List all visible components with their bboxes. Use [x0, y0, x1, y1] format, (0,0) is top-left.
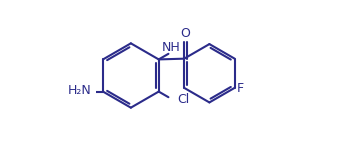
Text: NH: NH: [161, 41, 180, 54]
Text: F: F: [236, 82, 243, 95]
Text: H₂N: H₂N: [67, 84, 91, 97]
Text: O: O: [180, 27, 190, 40]
Text: Cl: Cl: [177, 93, 190, 106]
